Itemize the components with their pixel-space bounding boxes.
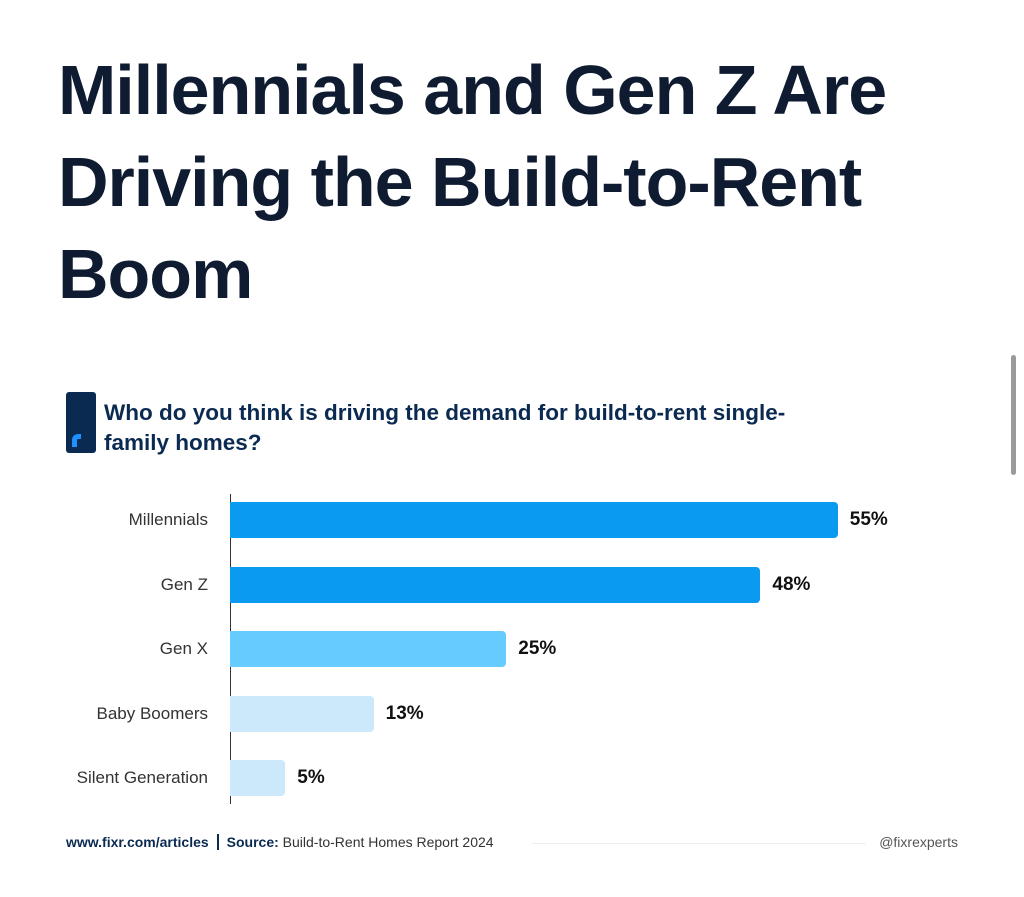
bar-silent-generation bbox=[230, 760, 286, 796]
fixr-logo bbox=[66, 392, 96, 453]
logo-r-icon bbox=[72, 434, 81, 447]
source-text: Build-to-Rent Homes Report 2024 bbox=[282, 834, 494, 850]
value-label: 55% bbox=[849, 509, 888, 530]
bar-baby-boomers bbox=[230, 696, 374, 732]
social-handle: @fixrexperts bbox=[879, 834, 958, 850]
footer-line bbox=[532, 843, 866, 844]
value-label: 48% bbox=[772, 574, 811, 595]
chart-title: Who do you think is driving the demand f… bbox=[104, 400, 786, 455]
category-label: Gen X bbox=[159, 639, 208, 658]
scrollbar[interactable] bbox=[1011, 355, 1016, 475]
category-label: Baby Boomers bbox=[96, 704, 209, 723]
value-label: 25% bbox=[518, 638, 557, 659]
page-title: Millennials and Gen Z Are Driving the Bu… bbox=[58, 51, 887, 313]
footer-divider bbox=[216, 834, 219, 850]
bar-millennials bbox=[230, 502, 838, 538]
value-label: 13% bbox=[385, 703, 424, 724]
category-label: Millennials bbox=[128, 510, 208, 529]
bar-gen-z bbox=[230, 567, 761, 603]
value-label: 5% bbox=[297, 767, 325, 788]
footer-url[interactable]: www.fixr.com/articles bbox=[66, 834, 209, 850]
category-label: Silent Generation bbox=[76, 768, 208, 787]
bar-gen-x bbox=[230, 631, 507, 667]
source-label: Source: bbox=[226, 834, 279, 850]
footer: www.fixr.com/articles Source: Build-to-Re… bbox=[66, 834, 494, 850]
category-label: Gen Z bbox=[160, 575, 208, 594]
